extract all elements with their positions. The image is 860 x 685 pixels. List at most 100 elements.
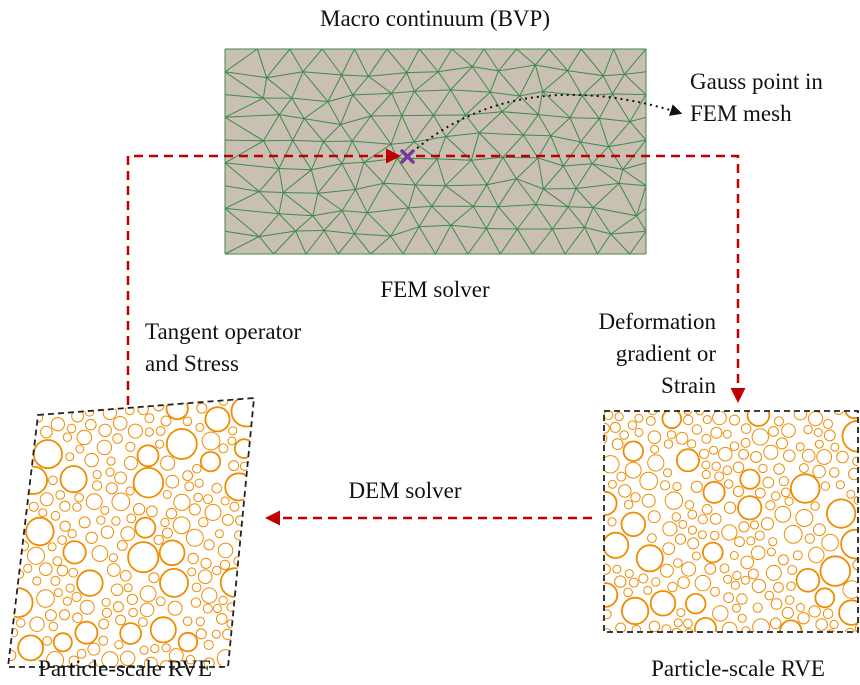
- mesh-edge: [564, 227, 586, 255]
- particle: [790, 473, 821, 504]
- particle: [234, 530, 245, 541]
- particle: [750, 545, 766, 561]
- particle: [66, 423, 77, 434]
- particle: [795, 567, 821, 593]
- mesh-edge: [612, 74, 625, 95]
- mesh-edge: [355, 162, 365, 190]
- particle: [168, 648, 184, 664]
- particle: [127, 541, 160, 574]
- particle: [740, 437, 751, 448]
- particle: [105, 482, 118, 495]
- mesh-edge: [543, 188, 569, 208]
- mesh-edge: [486, 178, 517, 186]
- particle: [91, 545, 109, 562]
- particle: [663, 468, 673, 478]
- mesh-edge: [302, 71, 342, 76]
- mesh-edge: [610, 215, 637, 235]
- particle: [194, 478, 204, 488]
- mesh-edge: [341, 140, 353, 164]
- particle: [160, 415, 172, 427]
- particle: [220, 496, 230, 506]
- mesh-edge: [437, 158, 472, 161]
- mesh-edge: [391, 72, 408, 94]
- particle: [675, 448, 700, 473]
- particle: [795, 509, 814, 527]
- particle: [212, 603, 222, 614]
- mesh-edge: [224, 97, 264, 118]
- particle: [196, 402, 208, 414]
- particle: [765, 500, 776, 511]
- particle: [723, 479, 734, 489]
- mesh-edge: [279, 114, 305, 120]
- particle: [694, 617, 717, 632]
- gauss-label-line1: Gauss point in: [690, 69, 823, 94]
- mesh-edge: [584, 227, 598, 255]
- particle: [754, 487, 766, 499]
- particle: [110, 583, 124, 597]
- particle: [101, 651, 119, 667]
- mesh-edge: [523, 134, 551, 137]
- particle: [125, 486, 135, 496]
- mesh-edge: [522, 114, 539, 136]
- mesh-edge: [224, 116, 264, 142]
- particle: [829, 467, 840, 478]
- mesh-edge: [224, 162, 280, 169]
- particle: [62, 540, 87, 565]
- mesh-edge: [535, 204, 569, 208]
- particle: [845, 627, 855, 632]
- particle: [98, 635, 109, 646]
- mesh-edge: [224, 139, 264, 142]
- mesh-edge: [550, 135, 581, 143]
- particle: [816, 449, 833, 465]
- particle: [120, 526, 136, 542]
- mesh-edge: [278, 213, 313, 217]
- particle: [712, 411, 727, 426]
- particle: [28, 501, 39, 512]
- mesh-edge: [575, 188, 594, 208]
- mesh-edge: [408, 207, 420, 228]
- particle: [848, 467, 858, 481]
- particle: [721, 524, 738, 541]
- mesh-edge: [256, 48, 268, 78]
- mesh-edge: [418, 226, 436, 255]
- particle: [18, 465, 49, 495]
- particle: [56, 564, 69, 577]
- particle: [769, 617, 782, 630]
- mesh-edge: [262, 97, 280, 115]
- particle: [776, 437, 788, 450]
- particle: [618, 484, 632, 498]
- particle: [777, 554, 789, 566]
- particle: [182, 416, 193, 427]
- mesh-edge: [445, 185, 474, 207]
- mesh-edge: [437, 48, 453, 73]
- mesh-edge: [445, 132, 480, 138]
- mesh-edge: [465, 114, 480, 134]
- mesh-edge: [519, 91, 543, 97]
- mesh-edge: [596, 233, 612, 255]
- particle: [182, 616, 193, 627]
- particle: [604, 582, 619, 608]
- particle: [701, 460, 711, 470]
- particle: [59, 465, 88, 494]
- particle: [604, 609, 612, 620]
- particle: [675, 431, 689, 445]
- particle: [620, 511, 647, 538]
- particle: [664, 491, 684, 510]
- particle: [821, 533, 839, 552]
- mesh-edge: [258, 213, 280, 237]
- mesh-edge: [302, 71, 329, 102]
- particle: [604, 422, 610, 434]
- particle: [85, 418, 97, 431]
- mesh-edge: [324, 230, 355, 235]
- particle: [40, 425, 53, 439]
- mesh-edge: [610, 233, 631, 255]
- mesh-edge: [366, 183, 385, 213]
- particle: [102, 405, 118, 420]
- particle: [787, 565, 798, 575]
- particle: [770, 491, 781, 501]
- particle: [211, 482, 223, 494]
- mesh-edge: [354, 212, 368, 235]
- mesh-edge: [370, 235, 392, 255]
- mesh-edge: [450, 89, 466, 116]
- mesh-edge: [278, 140, 294, 169]
